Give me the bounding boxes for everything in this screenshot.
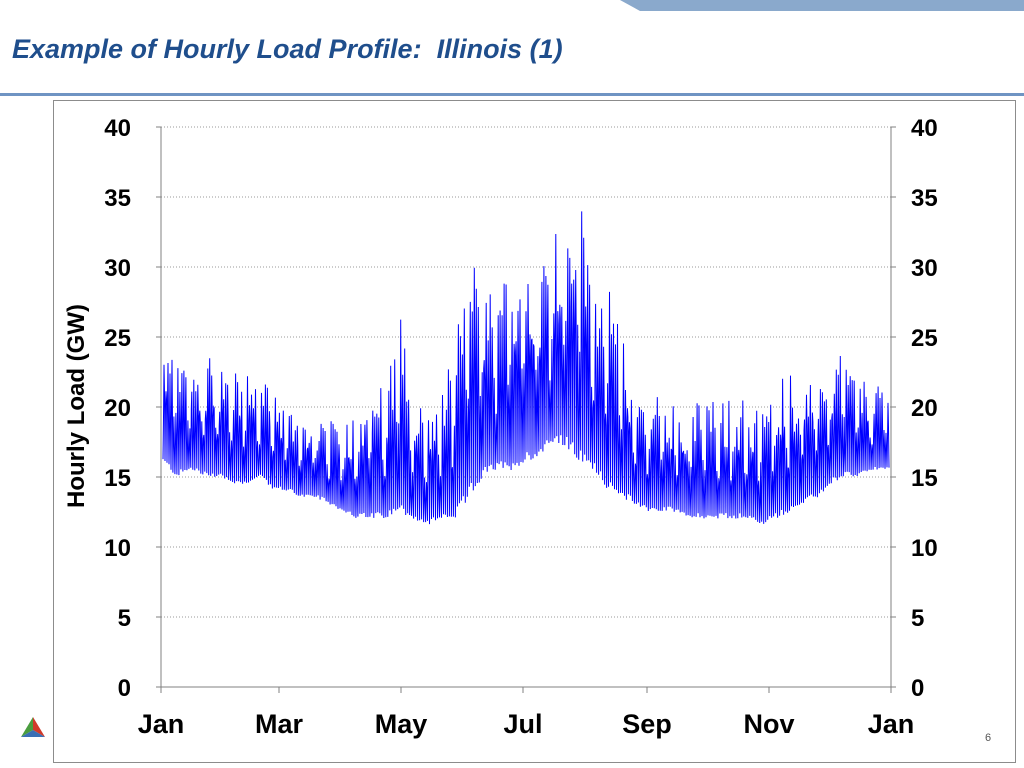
y-tick-label-left: 40 (104, 115, 131, 142)
series-layer (162, 211, 890, 525)
y-tick-label-right: 25 (911, 325, 938, 352)
y-tick-label-right: 0 (911, 675, 924, 702)
y-tick-label-left: 5 (118, 605, 131, 632)
x-tick-label: Mar (255, 709, 304, 739)
y-tick-label-right: 40 (911, 115, 938, 142)
header-accent-band (0, 0, 1024, 11)
y-axis-label: Hourly Load (GW) (63, 304, 90, 508)
y-tick-label-left: 30 (104, 255, 131, 282)
y-tick-label-right: 5 (911, 605, 924, 632)
x-tick-label: Nov (743, 709, 794, 739)
y-tick-label-right: 35 (911, 185, 938, 212)
x-tick-label: Jul (503, 709, 542, 739)
axes (156, 126, 896, 693)
x-tick-label: Sep (622, 709, 672, 739)
slide-title: Example of Hourly Load Profile: Illinois… (12, 34, 563, 64)
tick-labels: 0 0 5 5 10 10 15 15 20 20 25 25 30 30 35 35 40 40 Jan Mar Ma… (104, 115, 937, 739)
y-tick-label-right: 15 (911, 465, 938, 492)
page-number: 6 (985, 732, 992, 744)
y-tick-label-left: 0 (118, 675, 131, 702)
hourly-load-series (162, 211, 890, 525)
y-tick-label-right: 10 (911, 535, 938, 562)
y-tick-label-left: 20 (104, 395, 131, 422)
y-tick-label-right: 30 (911, 255, 938, 282)
x-tick-label: Jan (138, 709, 185, 739)
y-tick-label-left: 15 (104, 465, 131, 492)
title-divider (0, 93, 1024, 96)
y-tick-label-left: 10 (104, 535, 131, 562)
x-tick-label: Jan (868, 709, 915, 739)
chart-frame: 0 0 5 5 10 10 15 15 20 20 25 25 30 30 35 35 40 40 Jan Mar Ma… (53, 100, 1016, 763)
tricolor-triangle-logo-icon (21, 717, 45, 737)
y-tick-label-right: 20 (911, 395, 938, 422)
x-tick-label: May (375, 709, 428, 739)
load-profile-chart: 0 0 5 5 10 10 15 15 20 20 25 25 30 30 35 35 40 40 Jan Mar Ma… (63, 115, 938, 739)
y-tick-label-left: 35 (104, 185, 131, 212)
y-tick-label-left: 25 (104, 325, 131, 352)
